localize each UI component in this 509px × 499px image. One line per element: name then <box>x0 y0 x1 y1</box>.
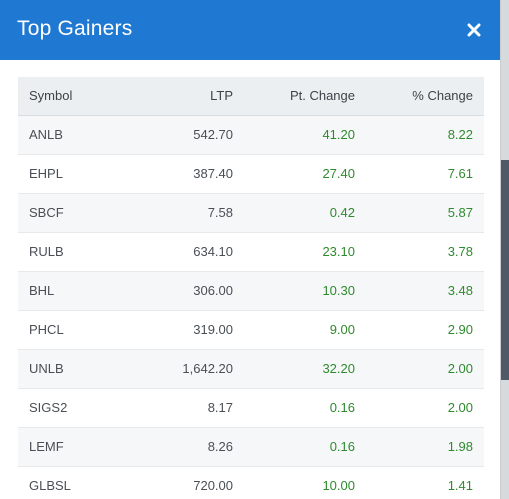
column-header-pt-change[interactable]: Pt. Change <box>244 77 366 116</box>
gainers-table: Symbol LTP Pt. Change % Change ANLB 542.7… <box>18 77 484 499</box>
symbol-cell: RULB <box>18 232 130 272</box>
symbol-cell: GLBSL <box>18 466 130 499</box>
column-header-ltp[interactable]: LTP <box>130 77 244 116</box>
pt-change-cell: 0.42 <box>244 193 366 233</box>
table-row[interactable]: BHL 306.00 10.30 3.48 <box>18 271 484 311</box>
pt-change-cell: 27.40 <box>244 154 366 194</box>
background-page-edge <box>501 0 509 499</box>
pt-change-cell: 0.16 <box>244 427 366 467</box>
pct-change-cell: 5.87 <box>366 193 484 233</box>
symbol-cell: UNLB <box>18 349 130 389</box>
table-body: ANLB 542.70 41.20 8.22 EHPL 387.40 27.40 7.61 SB… <box>18 115 484 499</box>
pct-change-cell: 3.48 <box>366 271 484 311</box>
ltp-cell: 8.17 <box>130 388 244 428</box>
pct-change-cell: 2.00 <box>366 349 484 389</box>
close-icon <box>467 23 481 37</box>
ltp-cell: 7.58 <box>130 193 244 233</box>
column-header-pct-change[interactable]: % Change <box>366 77 484 116</box>
modal-body: Symbol LTP Pt. Change % Change ANLB 542.7… <box>18 77 484 499</box>
pct-change-cell: 3.78 <box>366 232 484 272</box>
column-header-symbol[interactable]: Symbol <box>18 77 130 116</box>
table-row[interactable]: SBCF 7.58 0.42 5.87 <box>18 193 484 233</box>
table-row[interactable]: RULB 634.10 23.10 3.78 <box>18 232 484 272</box>
pct-change-cell: 7.61 <box>366 154 484 194</box>
pt-change-cell: 41.20 <box>244 115 366 155</box>
symbol-cell: SIGS2 <box>18 388 130 428</box>
pt-change-cell: 10.30 <box>244 271 366 311</box>
symbol-cell: BHL <box>18 271 130 311</box>
ltp-cell: 8.26 <box>130 427 244 467</box>
ltp-cell: 542.70 <box>130 115 244 155</box>
modal-title: Top Gainers <box>17 17 133 40</box>
pt-change-cell: 23.10 <box>244 232 366 272</box>
pt-change-cell: 32.20 <box>244 349 366 389</box>
table-row[interactable]: LEMF 8.26 0.16 1.98 <box>18 427 484 467</box>
table-row[interactable]: EHPL 387.40 27.40 7.61 <box>18 154 484 194</box>
pct-change-cell: 2.00 <box>366 388 484 428</box>
symbol-cell: SBCF <box>18 193 130 233</box>
symbol-cell: EHPL <box>18 154 130 194</box>
symbol-cell: PHCL <box>18 310 130 350</box>
ltp-cell: 720.00 <box>130 466 244 499</box>
table-row[interactable]: UNLB 1,642.20 32.20 2.00 <box>18 349 484 389</box>
ltp-cell: 319.00 <box>130 310 244 350</box>
modal-header: Top Gainers <box>0 0 500 60</box>
table-header: Symbol LTP Pt. Change % Change <box>18 77 484 116</box>
pct-change-cell: 2.90 <box>366 310 484 350</box>
pt-change-cell: 9.00 <box>244 310 366 350</box>
table-row[interactable]: ANLB 542.70 41.20 8.22 <box>18 115 484 155</box>
pct-change-cell: 1.98 <box>366 427 484 467</box>
symbol-cell: ANLB <box>18 115 130 155</box>
pct-change-cell: 1.41 <box>366 466 484 499</box>
symbol-cell: LEMF <box>18 427 130 467</box>
ltp-cell: 634.10 <box>130 232 244 272</box>
pt-change-cell: 0.16 <box>244 388 366 428</box>
table-row[interactable]: GLBSL 720.00 10.00 1.41 <box>18 466 484 499</box>
background-page-dark-region <box>501 160 509 380</box>
ltp-cell: 387.40 <box>130 154 244 194</box>
table-row[interactable]: SIGS2 8.17 0.16 2.00 <box>18 388 484 428</box>
table-row[interactable]: PHCL 319.00 9.00 2.90 <box>18 310 484 350</box>
ltp-cell: 306.00 <box>130 271 244 311</box>
ltp-cell: 1,642.20 <box>130 349 244 389</box>
close-button[interactable] <box>462 17 486 43</box>
pct-change-cell: 8.22 <box>366 115 484 155</box>
pt-change-cell: 10.00 <box>244 466 366 499</box>
